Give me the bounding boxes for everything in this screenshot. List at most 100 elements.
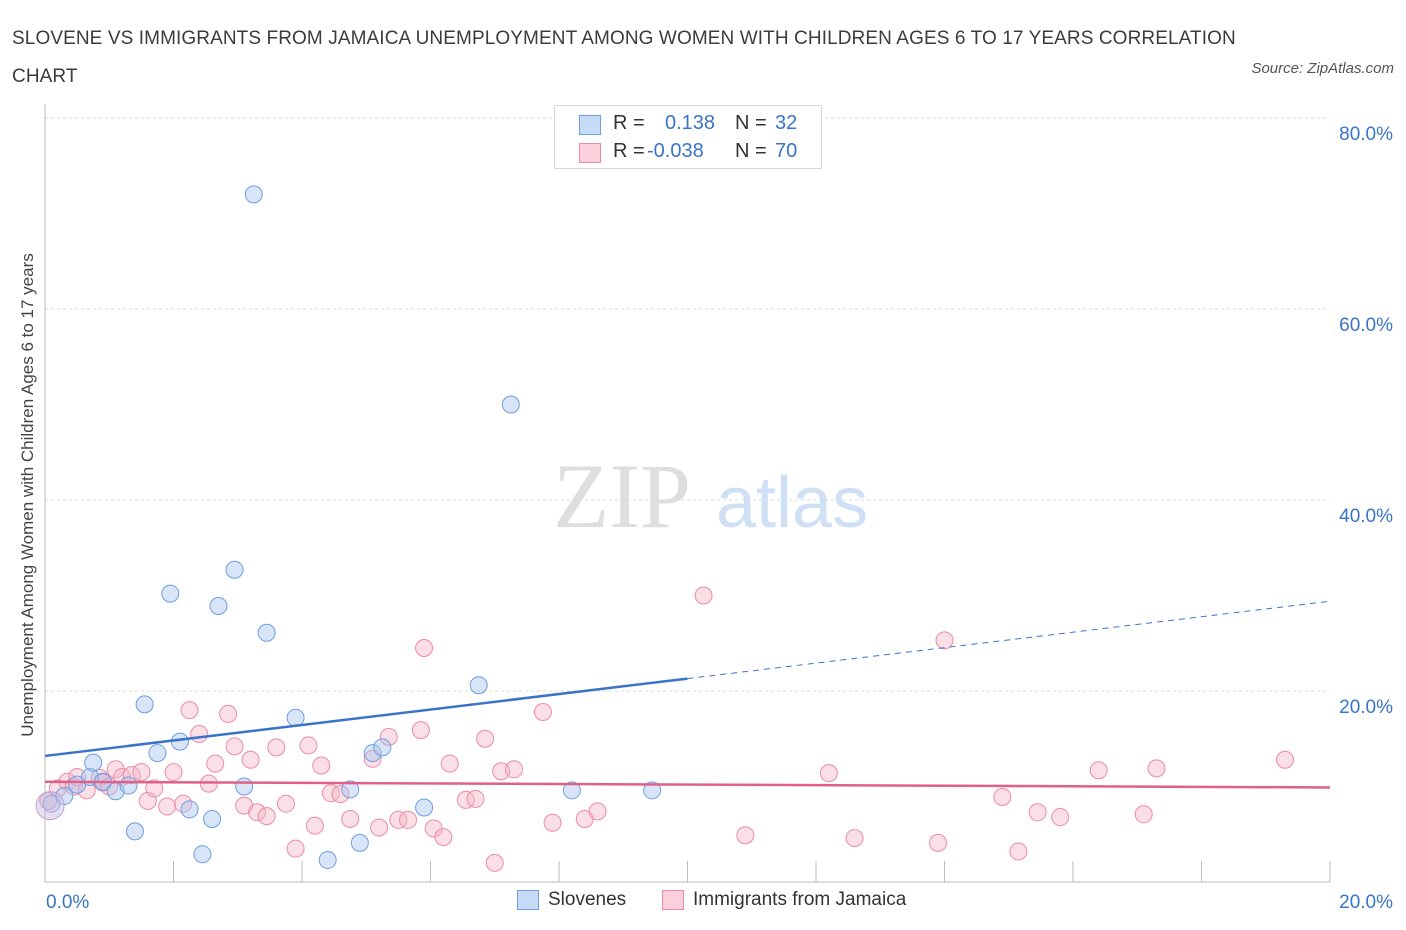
- point-slovenes: [415, 798, 434, 817]
- trend-line-jamaica: [44, 780, 1331, 789]
- point-jamaica: [312, 756, 331, 775]
- trend-line-slovenes: [44, 677, 688, 758]
- point-jamaica: [1051, 808, 1070, 827]
- source-label: Source: ZipAtlas.com: [1251, 60, 1394, 77]
- point-jamaica: [1147, 759, 1166, 778]
- r-value: -0.038: [647, 140, 704, 162]
- gridlines: [45, 117, 1330, 692]
- point-slovenes: [286, 708, 305, 727]
- point-slovenes: [235, 777, 254, 796]
- point-jamaica: [341, 809, 360, 828]
- point-jamaica: [993, 788, 1012, 807]
- point-jamaica: [164, 763, 183, 782]
- n-label: N =: [735, 112, 767, 134]
- point-jamaica: [219, 704, 238, 723]
- point-slovenes: [125, 822, 144, 841]
- point-jamaica: [1134, 805, 1153, 824]
- point-jamaica: [694, 586, 713, 605]
- point-jamaica: [466, 789, 485, 808]
- stats-box: R = 0.138 N = 32 R = -0.038 N = 70: [554, 105, 822, 169]
- point-slovenes: [180, 800, 199, 819]
- point-jamaica: [845, 829, 864, 848]
- point-jamaica: [305, 816, 324, 835]
- y-tick-label: 40.0%: [1339, 506, 1393, 527]
- chart-title: SLOVENE VS IMMIGRANTS FROM JAMAICA UNEMP…: [12, 28, 1236, 87]
- point-slovenes: [119, 776, 138, 795]
- legend-label-jamaica: Immigrants from Jamaica: [693, 889, 907, 910]
- point-slovenes: [501, 395, 520, 414]
- point-slovenes: [148, 744, 167, 763]
- point-slovenes: [643, 781, 662, 800]
- legend-swatch-slovenes: [517, 890, 539, 910]
- watermark-zip: ZIP: [553, 445, 691, 547]
- point-jamaica: [1089, 761, 1108, 780]
- point-jamaica: [331, 785, 350, 804]
- point-jamaica: [158, 797, 177, 816]
- swatch-slovenes: [579, 115, 601, 135]
- point-jamaica: [206, 754, 225, 773]
- point-jamaica: [321, 784, 340, 803]
- legend-label-slovenes: Slovenes: [548, 889, 627, 910]
- point-jamaica: [505, 760, 524, 779]
- point-jamaica: [543, 813, 562, 832]
- point-jamaica: [533, 703, 552, 722]
- axes: [44, 104, 1331, 883]
- point-jamaica: [588, 802, 607, 821]
- data-points: [35, 185, 1295, 872]
- watermark-atlas: atlas: [716, 463, 868, 543]
- point-jamaica: [370, 818, 389, 837]
- x-tick-label-min: 0.0%: [46, 892, 89, 913]
- point-jamaica: [476, 729, 495, 748]
- point-slovenes: [341, 780, 360, 799]
- point-jamaica: [411, 721, 430, 740]
- point-jamaica: [267, 738, 286, 757]
- y-tick-label: 20.0%: [1339, 697, 1393, 718]
- point-jamaica: [299, 736, 318, 755]
- watermark: ZIP atlas: [553, 445, 868, 547]
- point-jamaica: [440, 754, 459, 773]
- point-jamaica: [363, 749, 382, 768]
- trend-line-slovenes-extension: [687, 600, 1331, 680]
- point-slovenes: [469, 676, 488, 695]
- point-jamaica: [48, 779, 67, 798]
- point-slovenes: [318, 851, 337, 870]
- point-slovenes: [257, 623, 276, 642]
- point-slovenes: [203, 809, 222, 828]
- point-jamaica: [819, 764, 838, 783]
- point-jamaica: [248, 803, 267, 822]
- point-slovenes: [161, 584, 180, 603]
- r-label: R =: [613, 112, 645, 134]
- point-jamaica: [415, 639, 434, 658]
- point-jamaica: [1276, 750, 1295, 769]
- swatch-jamaica: [579, 143, 601, 163]
- point-jamaica: [132, 763, 151, 782]
- point-jamaica: [434, 828, 453, 847]
- point-jamaica: [286, 839, 305, 858]
- point-slovenes: [363, 744, 382, 763]
- legend-swatch-jamaica: [662, 890, 684, 910]
- point-slovenes: [135, 695, 154, 714]
- point-jamaica: [456, 790, 475, 809]
- point-slovenes: [350, 833, 369, 852]
- point-jamaica: [736, 826, 755, 845]
- point-slovenes: [562, 781, 581, 800]
- trend-lines: [44, 600, 1331, 789]
- point-jamaica: [485, 853, 504, 872]
- point-jamaica: [225, 737, 244, 756]
- point-cluster: [35, 791, 65, 821]
- point-jamaica: [389, 810, 408, 829]
- point-jamaica: [190, 724, 209, 743]
- tick-labels: 20.0% 40.0% 60.0% 80.0% 0.0% 20.0%: [46, 124, 1393, 913]
- point-jamaica: [929, 833, 948, 852]
- point-jamaica: [276, 794, 295, 813]
- y-tick-label: 80.0%: [1339, 124, 1393, 145]
- point-slovenes: [225, 560, 244, 579]
- point-slovenes: [193, 845, 212, 864]
- point-jamaica: [180, 701, 199, 720]
- x-tick-label-max: 20.0%: [1339, 892, 1393, 913]
- point-jamaica: [145, 779, 164, 798]
- n-value: 32: [775, 112, 798, 134]
- point-jamaica: [106, 760, 125, 779]
- y-tick-label: 60.0%: [1339, 315, 1393, 336]
